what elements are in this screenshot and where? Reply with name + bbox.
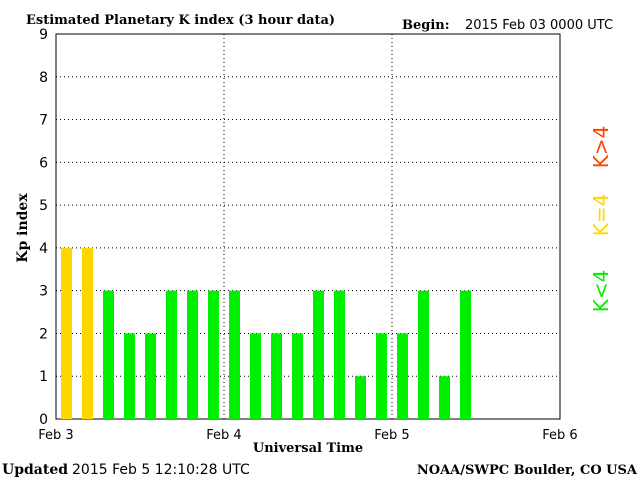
kp-bar	[460, 290, 471, 419]
grid-lines	[56, 34, 560, 419]
x-axis-label: Universal Time	[253, 441, 363, 456]
kp-bar	[124, 333, 135, 419]
kp-bar	[355, 376, 366, 419]
x-tick-labels: Feb 3 Feb 4 Feb 5 Feb 6	[38, 428, 577, 443]
kp-bar	[397, 333, 408, 419]
y-tick-label: 1	[39, 369, 48, 385]
kp-bar	[292, 333, 303, 419]
kp-bar	[250, 333, 261, 419]
x-tick-label: Feb 4	[206, 428, 241, 443]
kp-bar	[334, 290, 345, 419]
plot-area	[55, 33, 561, 420]
legend-equal: K=4	[589, 194, 613, 237]
legend-below: K<4	[589, 270, 613, 313]
kp-bar	[313, 290, 324, 419]
y-axis-label: Kp index	[15, 193, 31, 263]
kp-bar	[208, 290, 219, 419]
kp-bar	[418, 290, 429, 419]
kp-bar	[166, 290, 177, 419]
source-credit: NOAA/SWPC Boulder, CO USA	[417, 463, 638, 478]
y-tick-label: 5	[39, 198, 48, 214]
y-tick-label: 8	[39, 70, 48, 86]
kp-bar	[61, 247, 72, 419]
kp-bar	[376, 333, 387, 419]
x-tick-label: Feb 5	[374, 428, 409, 443]
y-tick-label: 0	[39, 412, 48, 428]
y-tick-label: 2	[39, 326, 48, 342]
y-tick-label: 9	[39, 27, 48, 43]
kp-bar	[103, 290, 114, 419]
y-tick-label: 6	[39, 155, 48, 171]
updated-value: 2015 Feb 5 12:10:28 UTC	[72, 462, 250, 478]
kp-bar	[145, 333, 156, 419]
kp-bar	[439, 376, 450, 419]
kp-bar	[187, 290, 198, 419]
begin-value: 2015 Feb 03 0000 UTC	[465, 18, 613, 33]
y-tick-labels: 0 1 2 3 4 5 6 7 8 9	[39, 27, 48, 428]
begin-label: Begin:	[402, 18, 450, 33]
legend-above: K>4	[589, 126, 613, 169]
x-tick-label: Feb 3	[38, 428, 73, 443]
bars	[61, 247, 471, 419]
kp-bar	[271, 333, 282, 419]
updated-label: Updated	[2, 462, 68, 478]
y-tick-label: 7	[39, 113, 48, 129]
x-tick-label: Feb 6	[542, 428, 577, 443]
kp-bar	[229, 290, 240, 419]
kp-bar	[82, 247, 93, 419]
chart-title: Estimated Planetary K index (3 hour data…	[26, 13, 335, 28]
y-tick-label: 4	[39, 241, 48, 257]
y-tick-label: 3	[39, 284, 48, 300]
